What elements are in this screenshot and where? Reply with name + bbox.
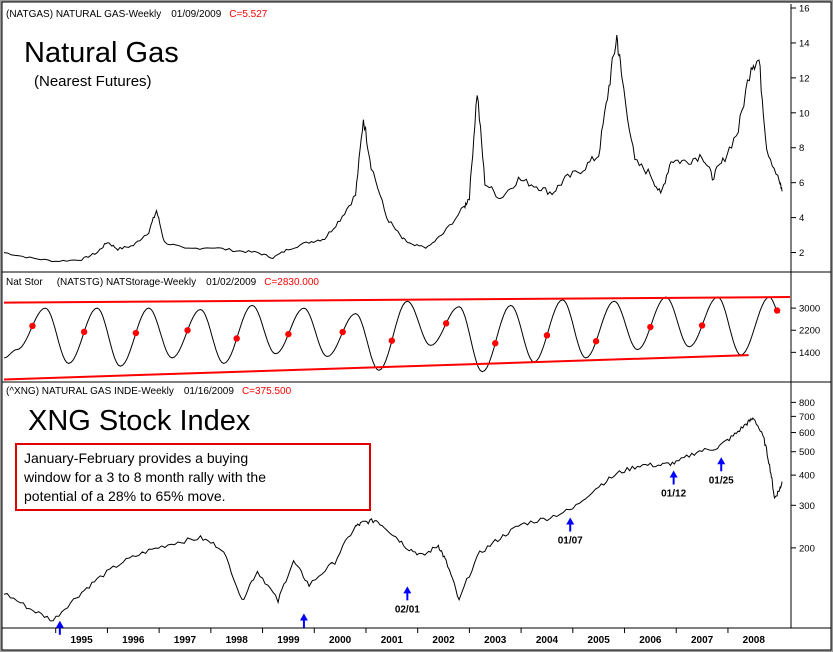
xng-ytick-label: 700 — [799, 412, 815, 423]
storage-marker — [233, 335, 240, 342]
storage-marker — [543, 332, 551, 339]
buy-arrow-icon — [299, 613, 308, 621]
buy-arrow-icon — [669, 470, 678, 478]
buy-arrow-icon — [403, 586, 412, 594]
buy-arrow-icon — [717, 457, 726, 465]
year-label: 2002 — [432, 635, 455, 646]
storage-marker — [184, 327, 191, 334]
storage-ytick-label: 2200 — [799, 326, 820, 337]
x-axis: 1995 1996 1997 1998 1999 2000 2001 2002 2003 2004… — [55, 628, 766, 646]
storage-marker — [388, 337, 396, 344]
storage-marker — [647, 323, 654, 331]
natgas-ytick-label: 4 — [799, 213, 804, 224]
note-line-2: window for a 3 to 8 month rally with the — [23, 469, 266, 485]
xng-ytick-label: 800 — [799, 398, 815, 409]
storage-marker — [442, 320, 450, 327]
year-label: 1997 — [174, 635, 197, 646]
year-label: 2000 — [329, 635, 352, 646]
year-label: 2003 — [484, 635, 507, 646]
storage-lower-trendline — [3, 354, 749, 381]
storage-marker — [29, 322, 36, 330]
storage-marker — [698, 322, 706, 329]
buy-arrow-icon — [55, 620, 64, 628]
natgas-header: (NATGAS) NATURAL GAS-Weekly 01/09/2009 C=5… — [6, 9, 268, 20]
xng-header: (^XNG) NATURAL GAS INDE-Weekly 01/16/2009… — [6, 386, 292, 397]
xng-ytick-label: 200 — [799, 543, 815, 554]
storage-marker — [132, 329, 140, 337]
storage-upper-trendline — [3, 296, 791, 304]
year-label: 1996 — [122, 635, 145, 646]
year-label: 2001 — [381, 635, 404, 646]
storage-marker — [285, 330, 292, 338]
year-label: 1999 — [277, 635, 300, 646]
note-line-3: potential of a 28% to 65% move. — [24, 488, 226, 504]
natgas-ytick-label: 14 — [799, 38, 810, 49]
note-box — [15, 443, 371, 511]
storage-marker — [339, 328, 346, 336]
natgas-ytick-label: 16 — [799, 4, 810, 15]
xng-title: XNG Stock Index — [28, 405, 251, 437]
natgas-ytick-label: 10 — [799, 108, 810, 119]
buy-date-label: 01/25 — [709, 475, 734, 486]
storage-line — [3, 296, 780, 373]
year-label: 2008 — [743, 635, 766, 646]
storage-ytick-label: 1400 — [799, 348, 820, 359]
storage-marker — [592, 338, 600, 345]
natgas-title: Natural Gas — [24, 37, 179, 69]
year-label: 2007 — [691, 635, 714, 646]
buy-date-label: 01/07 — [558, 536, 583, 547]
natgas-ytick-label: 2 — [799, 248, 804, 259]
buy-date-label: 01/12 — [661, 489, 686, 500]
year-label: 1998 — [226, 635, 249, 646]
natgas-ytick-label: 8 — [799, 143, 804, 154]
storage-header: Nat Stor (NATSTG) NATStorage-Weekly 01/02/… — [6, 277, 319, 288]
buy-date-label: 02/01 — [395, 604, 420, 615]
natgas-subtitle: (Nearest Futures) — [34, 73, 152, 90]
xng-plot: 200 300 400 500 600 700 800 02/01 01/07 01/12 01/2… — [3, 398, 815, 635]
storage-marker — [80, 328, 88, 336]
natgas-price-line — [3, 34, 783, 263]
xng-ytick-label: 400 — [799, 471, 815, 482]
storage-ytick-label: 3000 — [799, 304, 820, 315]
year-label: 2004 — [536, 635, 559, 646]
buy-arrow-icon — [566, 517, 575, 525]
year-label: 2005 — [588, 635, 611, 646]
storage-marker — [773, 307, 781, 314]
year-label: 2006 — [639, 635, 662, 646]
storage-plot: 1400 2200 3000 — [3, 296, 820, 381]
natgas-ytick-label: 6 — [799, 178, 804, 189]
year-label: 1995 — [70, 635, 93, 646]
xng-ytick-label: 600 — [799, 428, 815, 439]
xng-ytick-label: 300 — [799, 501, 815, 512]
natgas-ytick-label: 12 — [799, 73, 810, 84]
xng-ytick-label: 500 — [799, 447, 815, 458]
natgas-plot: 2 4 6 8 10 12 14 16 — [3, 4, 810, 263]
xng-price-line — [3, 417, 783, 622]
note-line-1: January-February provides a buying — [24, 450, 248, 466]
storage-marker — [492, 340, 499, 347]
